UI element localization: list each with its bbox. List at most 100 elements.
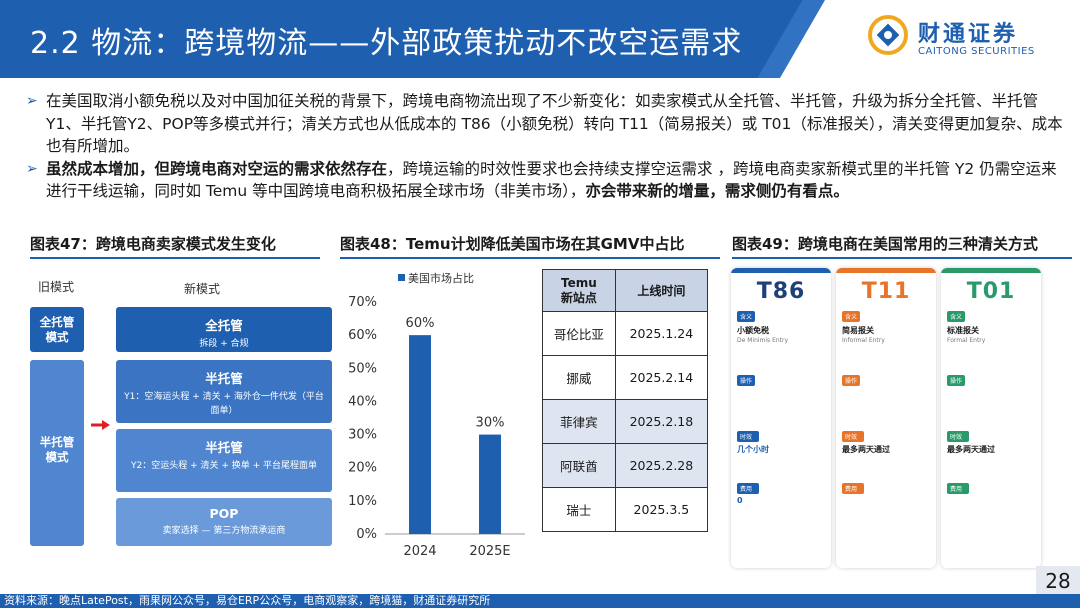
old-full-custody-label: 全托管 模式: [39, 315, 75, 344]
caitong-logo-icon: [868, 15, 908, 55]
source-footer: 资料来源：晚点LatePost，雨果网公众号，易仓ERP公众号，电商观察家，跨境…: [0, 594, 1080, 608]
bullet-arrow-icon: ➢: [26, 160, 38, 177]
fig47-underline: [30, 257, 320, 259]
card-cost: 0: [737, 496, 743, 505]
table-cell-site: 阿联酋: [542, 443, 616, 488]
bullet-2-bold-tail: 亦会带来新的增量，需求侧仍有看点。: [585, 182, 849, 200]
new-semi-y2-sub: Y2：空运头程 + 清关 + 换单 + 平台尾程面单: [130, 461, 317, 471]
fig48-title: 图表48：Temu计划降低美国市场在其GMV中占比: [340, 235, 685, 253]
card-tag-time: 时效: [842, 431, 864, 442]
y-tick-label: 30%: [348, 428, 377, 443]
bullet-2-text: ，跨境运输的时效性要求也会持续支撑空运需求 ，跨境电商卖家新模式里的半托管 Y2…: [46, 159, 1057, 201]
table-header-date: 上线时间: [614, 269, 709, 312]
card-en-name: Informal Entry: [842, 337, 885, 344]
table-cell-date: 2025.1.24: [614, 311, 709, 356]
table-header-site: Temu 新站点: [542, 269, 616, 312]
table-header-row: Temu 新站点 上线时间: [542, 269, 709, 312]
card-tag-operation: 操作: [842, 375, 861, 386]
table-cell-site: 菲律宾: [542, 399, 616, 444]
temu-new-sites-table: Temu 新站点 上线时间 哥伦比亚 2025.1.24 挪威 2025.2.14 …: [542, 269, 709, 532]
card-code: T86: [756, 279, 806, 304]
summary-bullets: ➢ 在美国取消小额免税以及对中国加征关税的背景下，跨境电商物流出现了不少新变化：…: [26, 90, 1066, 203]
table-cell-date: 2025.2.14: [614, 355, 709, 400]
table-cell-date: 2025.2.18: [614, 399, 709, 444]
clearance-card-t01: T01 含义 标准报关 Formal Entry 操作 时效 最多两天通过 费用: [941, 268, 1041, 568]
card-time: 最多两天通过: [947, 445, 995, 454]
new-full-custody-sub: 拆段 + 合规: [199, 339, 249, 349]
card-name: 小额免税: [737, 326, 769, 335]
new-semi-y2-box: 半托管 Y2：空运头程 + 清关 + 换单 + 平台尾程面单: [116, 429, 332, 492]
table-cell-site: 挪威: [542, 355, 616, 400]
bullet-1-text: 在美国取消小额免税以及对中国加征关税的背景下，跨境电商物流出现了不少新变化：如卖…: [46, 92, 1063, 155]
table-row: 阿联酋 2025.2.28: [542, 443, 709, 488]
card-name: 标准报关: [947, 326, 979, 335]
new-semi-y1-title: 半托管: [205, 371, 243, 386]
old-semi-custody-box: 半托管 模式: [30, 360, 84, 546]
new-pop-sub: 卖家选择 — 第三方物流承运商: [162, 526, 286, 536]
y-tick-label: 50%: [348, 361, 377, 376]
old-full-custody-box: 全托管 模式: [30, 307, 84, 352]
bullet-2-bold-lead: 虽然成本增加，但跨境电商对空运的需求依然存在: [46, 159, 388, 178]
page-title: 2.2 物流：跨境物流——外部政策扰动不改空运需求: [30, 26, 743, 61]
bullet-2: ➢ 虽然成本增加，但跨境电商对空运的需求依然存在，跨境运输的时效性要求也会持续支…: [26, 158, 1066, 203]
new-semi-y1-sub: Y1：空海运头程 + 清关 + 海外仓一件代发（平台面单）: [124, 392, 324, 416]
x-tick-label: 2024: [403, 544, 436, 559]
card-top-bar: [836, 268, 936, 273]
card-tag-cost: 费用: [842, 483, 864, 494]
card-tag-meaning: 含义: [842, 311, 861, 322]
logo-area: 财通证券 CAITONG SECURITIES: [780, 0, 1080, 78]
card-time: 最多两天通过: [842, 445, 890, 454]
header-bar: 2.2 物流：跨境物流——外部政策扰动不改空运需求 财通证券 CAITONG S…: [0, 0, 1080, 78]
table-row: 瑞士 2025.3.5: [542, 487, 709, 532]
arrow-right-icon: [91, 420, 110, 430]
card-tag-time: 时效: [947, 431, 969, 442]
logo-text-cn: 财通证券: [918, 22, 1019, 47]
card-tag-cost: 费用: [737, 483, 759, 494]
fig47-title: 图表47：跨境电商卖家模式发生变化: [30, 235, 276, 253]
new-semi-y2-title: 半托管: [205, 440, 243, 455]
y-tick-label: 20%: [348, 461, 377, 476]
card-top-bar: [941, 268, 1041, 273]
page-number: 28: [1036, 566, 1080, 596]
fig48-underline: [340, 257, 720, 259]
clearance-card-t86: T86 含义 小额免税 De Minimis Entry 操作 时效 几个小时 …: [731, 268, 831, 568]
table-cell-site: 瑞士: [542, 487, 616, 532]
bar: [479, 434, 501, 534]
card-tag-meaning: 含义: [737, 311, 756, 322]
card-en-name: De Minimis Entry: [737, 337, 789, 344]
card-en-name: Formal Entry: [947, 337, 986, 344]
y-tick-label: 10%: [348, 494, 377, 509]
old-mode-label: 旧模式: [38, 280, 75, 294]
card-tag-cost: 费用: [947, 483, 969, 494]
card-name: 简易报关: [842, 326, 874, 335]
x-tick-label: 2025E: [469, 544, 510, 559]
card-top-bar: [731, 268, 831, 273]
clearance-card-t11: T11 含义 简易报关 Informal Entry 操作 时效 最多两天通过 …: [836, 268, 936, 568]
card-tag-time: 时效: [737, 431, 759, 442]
logo-text-en: CAITONG SECURITIES: [918, 46, 1035, 57]
table-row: 哥伦比亚 2025.1.24: [542, 311, 709, 356]
old-semi-custody-label: 半托管 模式: [39, 435, 75, 464]
fig49-title: 图表49：跨境电商在美国常用的三种清关方式: [732, 235, 1038, 253]
legend-label: 美国市场占比: [408, 271, 474, 285]
legend-swatch: [398, 274, 405, 281]
bar: [409, 335, 431, 534]
card-code: T01: [966, 279, 1016, 304]
card-tag-meaning: 含义: [947, 311, 966, 322]
card-code: T11: [861, 279, 911, 304]
y-tick-label: 40%: [348, 394, 377, 409]
us-share-bar-chart: 美国市场占比 0% 10% 20% 30% 40% 50% 60% 70% 60% 2024 30% 2…: [348, 271, 525, 559]
y-tick-label: 0%: [356, 527, 377, 542]
card-time: 几个小时: [737, 445, 769, 454]
table-row: 菲律宾 2025.2.18: [542, 399, 709, 444]
new-mode-label: 新模式: [184, 282, 221, 296]
card-tag-operation: 操作: [737, 375, 756, 386]
card-tag-operation: 操作: [947, 375, 966, 386]
table-cell-site: 哥伦比亚: [542, 311, 616, 356]
new-pop-title: POP: [209, 506, 239, 521]
bar-data-label: 60%: [406, 316, 435, 331]
table-cell-date: 2025.2.28: [614, 443, 709, 488]
new-full-custody-box: 全托管 拆段 + 合规: [116, 307, 332, 352]
bullet-arrow-icon: ➢: [26, 93, 38, 109]
y-tick-label: 70%: [348, 295, 377, 310]
